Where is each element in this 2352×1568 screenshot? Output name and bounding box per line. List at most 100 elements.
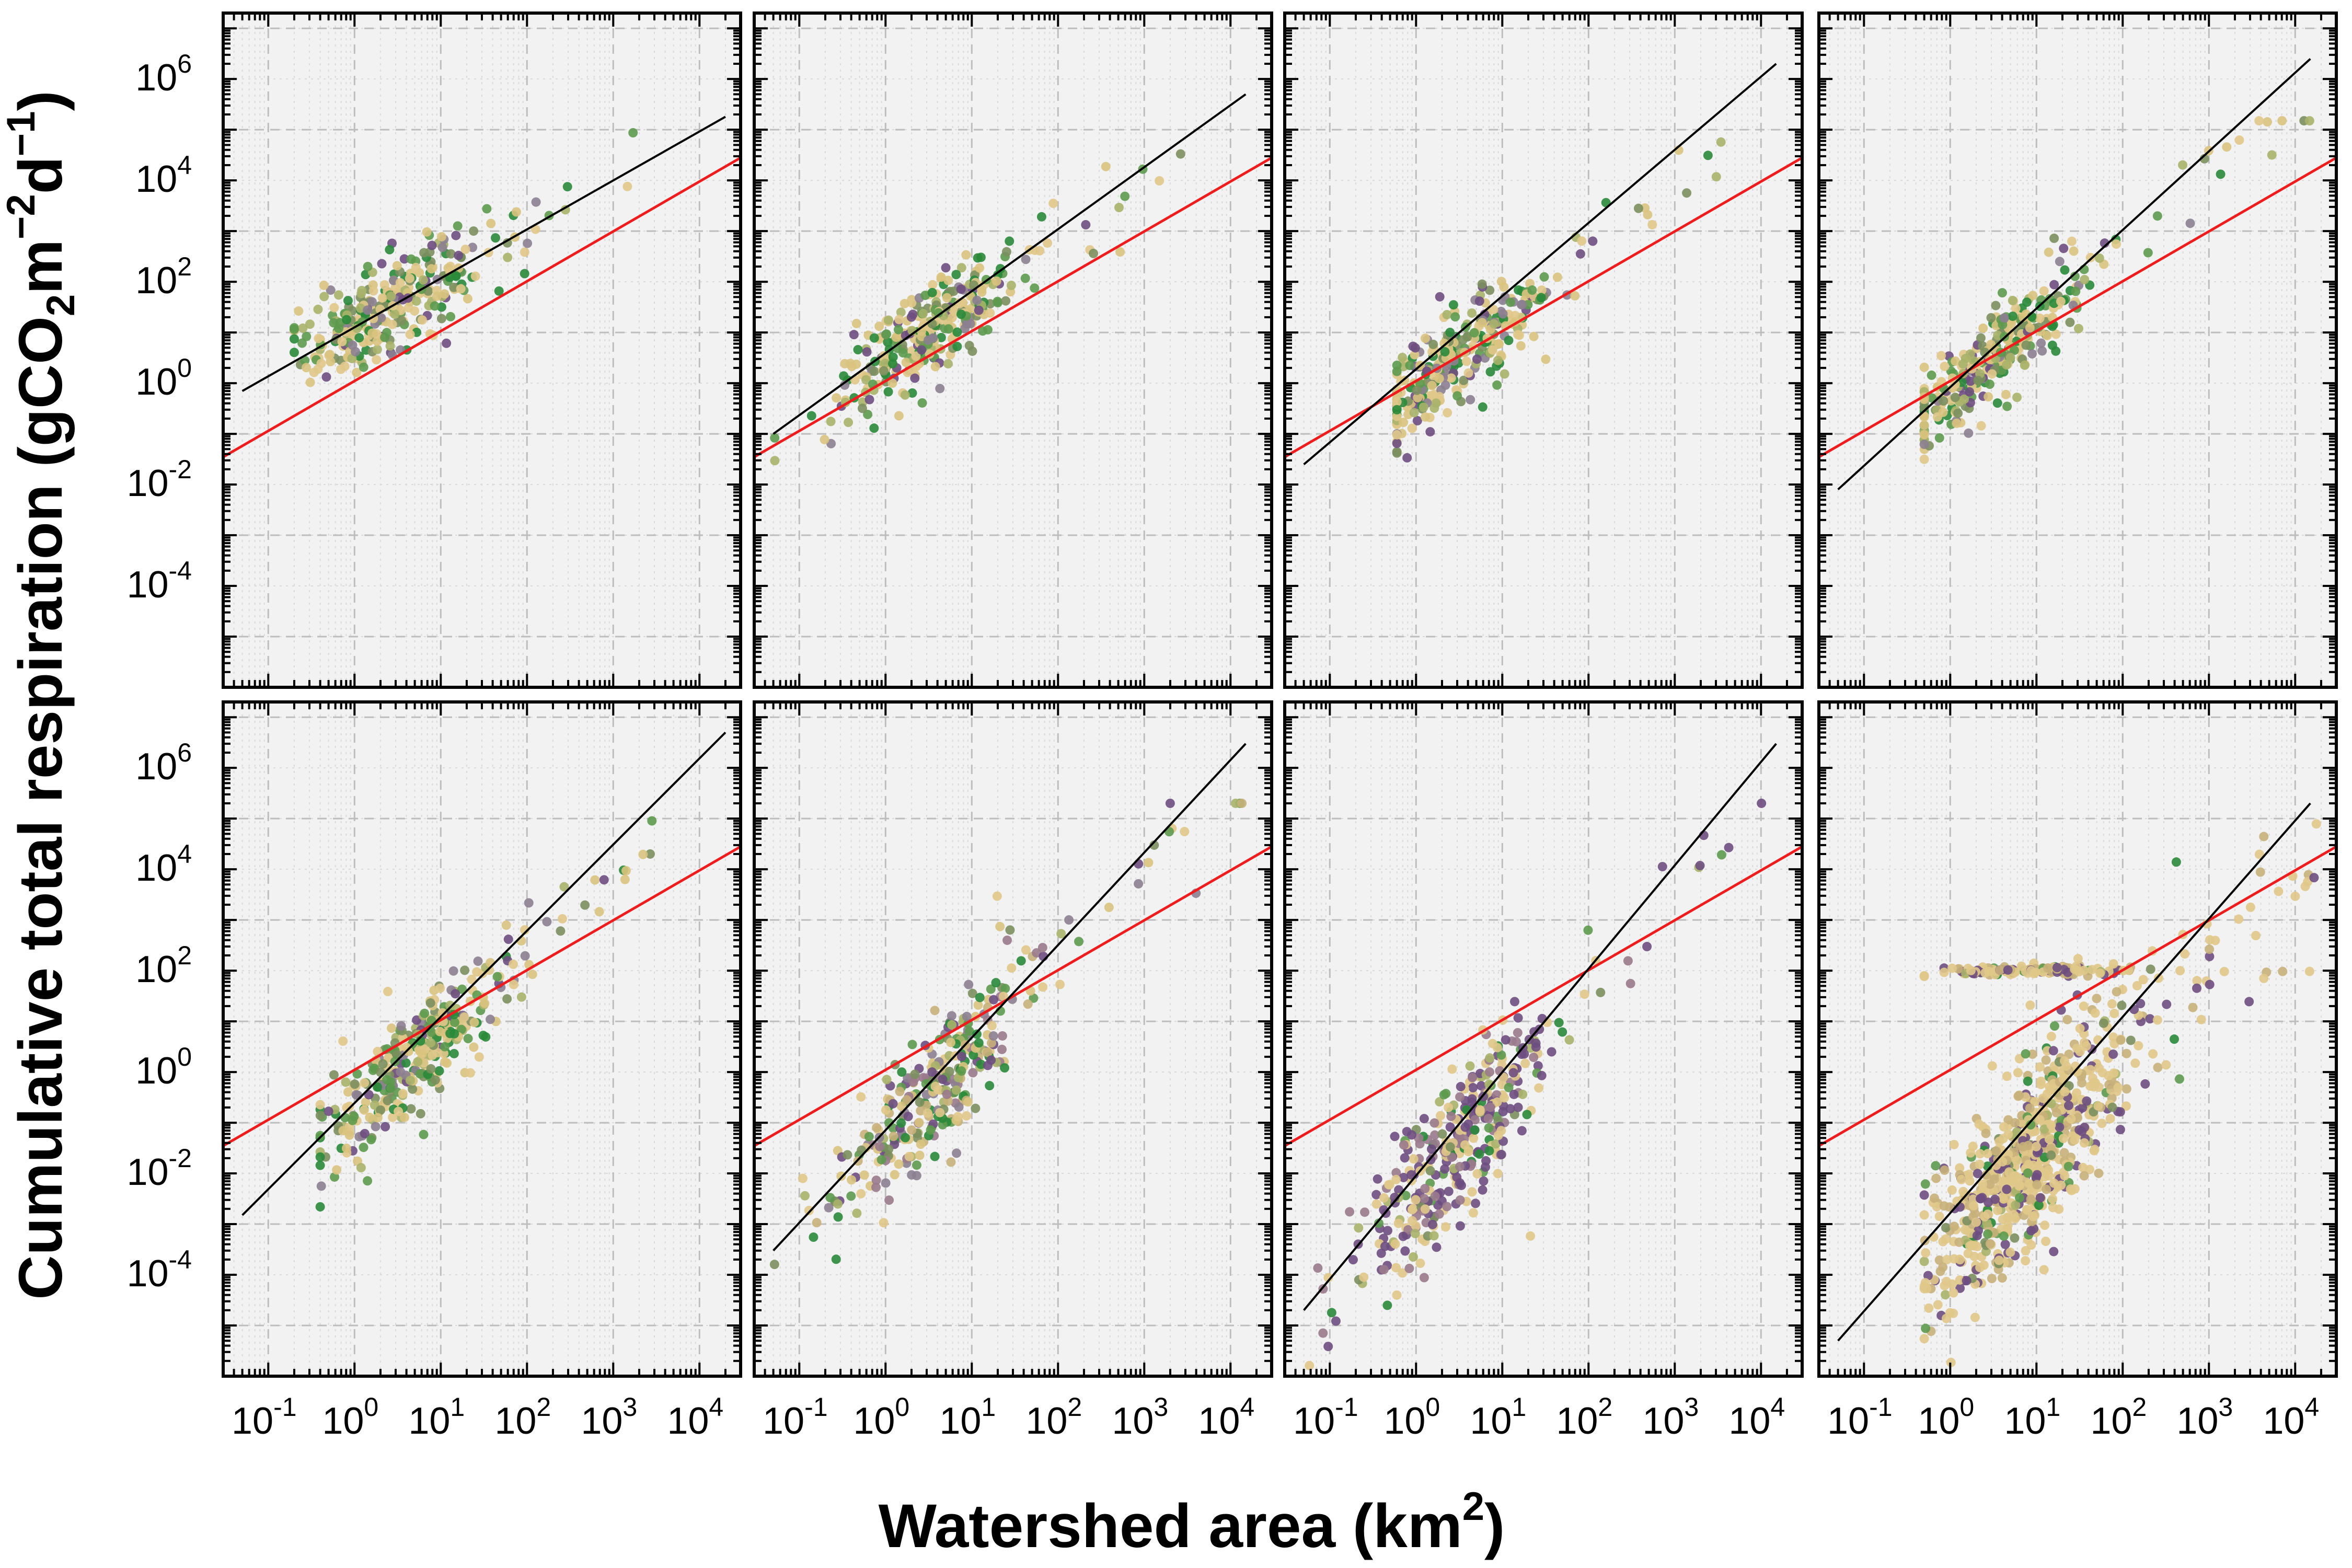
data-point	[436, 232, 446, 241]
data-point	[962, 1011, 972, 1021]
data-point	[1446, 1111, 1456, 1121]
data-point	[997, 1031, 1007, 1041]
data-point	[930, 1006, 940, 1016]
x-tick-label: 10-1	[232, 1392, 297, 1442]
data-point	[871, 1182, 881, 1192]
data-point	[1496, 276, 1506, 286]
data-point	[405, 1076, 415, 1086]
data-point	[502, 994, 512, 1004]
data-point	[2049, 280, 2059, 290]
data-point	[415, 1069, 425, 1079]
data-point	[1583, 925, 1593, 935]
data-point	[1392, 366, 1402, 376]
data-point	[1399, 418, 1409, 428]
data-point	[352, 367, 362, 377]
data-point	[1405, 361, 1415, 371]
data-point	[2069, 246, 2079, 256]
data-point	[1966, 376, 1976, 386]
data-point	[1469, 328, 1479, 338]
data-point	[944, 1067, 954, 1077]
tick-labels: 106 104 102 100 10-2 10-4 10-1 100 101 102 103 104	[126, 738, 723, 1442]
x-tick-label: 102	[1025, 1392, 1082, 1442]
data-point	[888, 352, 898, 362]
data-point	[1467, 1187, 1477, 1197]
data-point	[1965, 387, 1975, 397]
data-point	[1134, 859, 1144, 869]
panel-r2c3: 10-1 100 101 102 103 104	[1283, 700, 1804, 1442]
axis-ticks	[1818, 12, 2337, 688]
data-point	[851, 318, 861, 328]
data-point	[1468, 1073, 1478, 1082]
data-point	[884, 1195, 894, 1205]
data-point	[1408, 1252, 1418, 1262]
data-point	[405, 273, 414, 283]
data-point	[839, 371, 849, 381]
data-point	[1459, 375, 1469, 385]
data-point	[383, 1096, 393, 1105]
y-tick-label: 106	[135, 49, 192, 99]
data-point	[849, 330, 859, 340]
data-point	[1919, 440, 1929, 449]
data-point	[941, 263, 951, 273]
data-point	[1401, 1191, 1411, 1201]
data-point	[1493, 1131, 1503, 1140]
data-point	[1412, 416, 1422, 425]
data-point	[376, 313, 386, 323]
data-point	[390, 309, 400, 319]
data-point	[1703, 151, 1713, 160]
data-point	[2094, 253, 2104, 263]
data-point	[900, 390, 910, 400]
panel-r1c2	[753, 11, 1273, 689]
data-point	[332, 1165, 342, 1175]
data-point	[1657, 862, 1667, 872]
data-point	[356, 1163, 366, 1173]
data-point	[453, 221, 463, 231]
data-point	[297, 338, 307, 348]
data-point	[826, 417, 836, 426]
data-point	[425, 1038, 435, 1048]
data-point	[882, 329, 892, 339]
data-point	[1517, 1126, 1527, 1136]
data-point	[973, 1000, 983, 1010]
data-point	[1434, 1209, 1444, 1219]
data-point	[486, 1014, 495, 1024]
data-point	[1919, 362, 1929, 372]
data-point	[469, 1042, 479, 1052]
data-point	[1987, 369, 1997, 379]
data-point	[1642, 942, 1652, 952]
data-point	[1445, 327, 1455, 337]
data-point	[350, 1079, 360, 1089]
data-point	[1554, 1018, 1564, 1028]
data-point	[936, 272, 946, 282]
data-point	[898, 348, 908, 358]
data-point	[987, 1021, 997, 1031]
data-point	[326, 285, 336, 295]
data-point	[879, 1218, 889, 1228]
data-point	[1492, 1043, 1502, 1053]
data-point	[446, 312, 456, 321]
data-point	[947, 1020, 957, 1030]
data-point	[972, 1029, 982, 1039]
data-point	[1468, 1208, 1478, 1218]
data-point	[594, 907, 604, 917]
data-point	[1952, 418, 1962, 428]
data-point	[824, 1203, 834, 1213]
data-point	[896, 1101, 906, 1111]
data-point	[319, 292, 329, 302]
data-point	[869, 366, 879, 376]
data-point	[2008, 295, 2017, 305]
data-point	[1496, 1050, 1506, 1060]
data-point	[1331, 1316, 1341, 1326]
data-point	[456, 1024, 466, 1034]
data-point	[470, 271, 480, 281]
data-point	[329, 1070, 339, 1080]
data-point	[1134, 879, 1144, 889]
data-point	[305, 377, 315, 387]
data-point	[1392, 405, 1402, 414]
x-tick-label: 103	[1112, 1392, 1168, 1442]
data-point	[935, 1108, 945, 1117]
y-tick-label: 100	[135, 353, 192, 403]
panel-background	[223, 13, 741, 687]
data-point	[2022, 297, 2032, 307]
data-point	[1037, 942, 1047, 952]
